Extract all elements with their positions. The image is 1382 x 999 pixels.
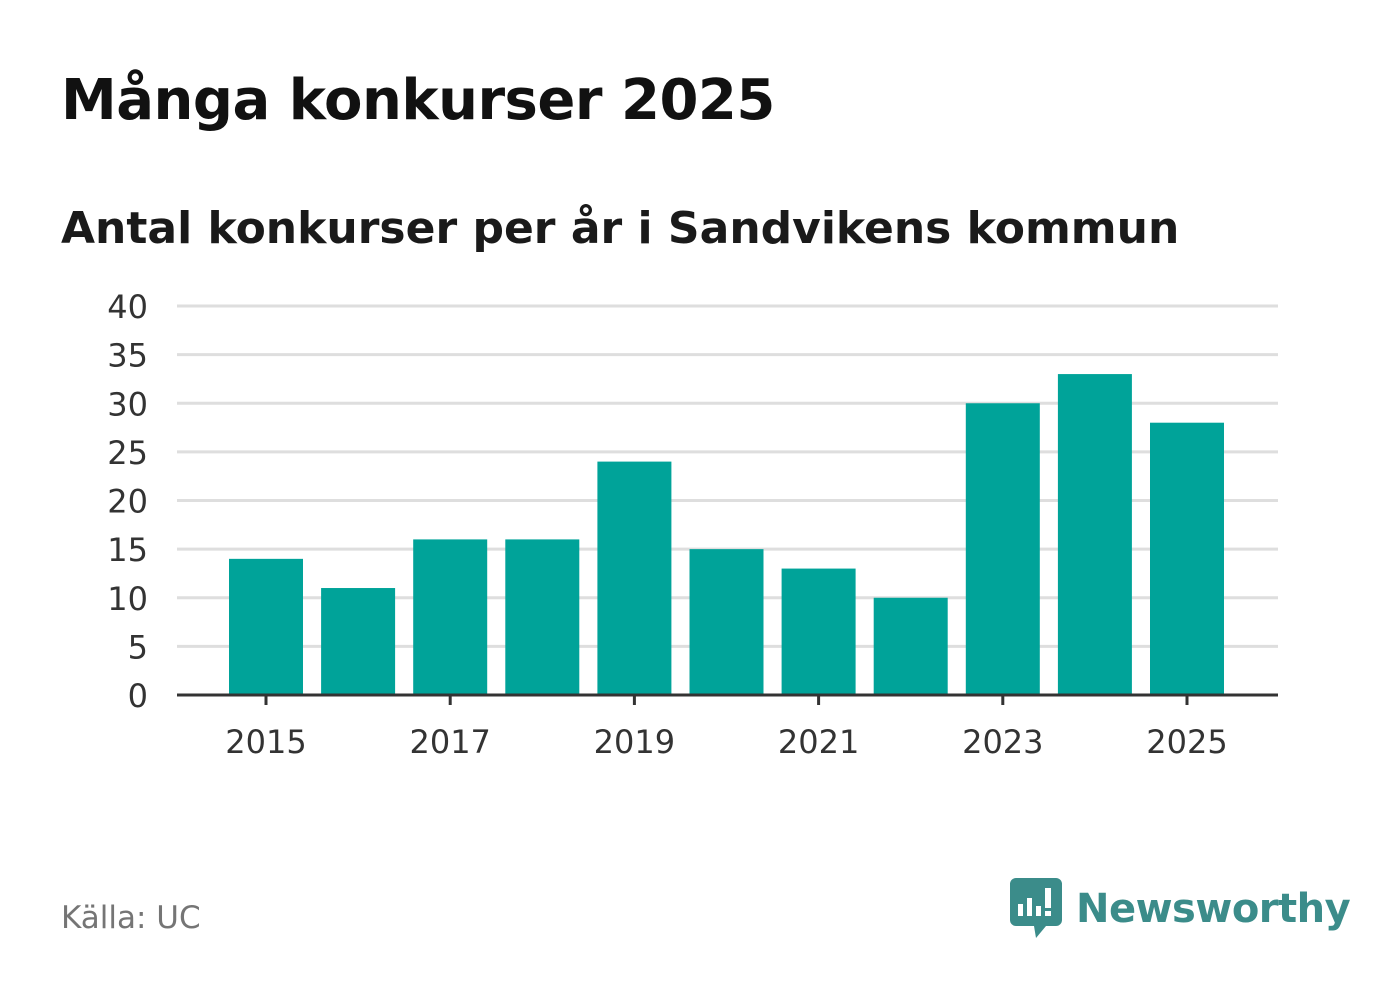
x-tick-label: 2015 xyxy=(225,723,306,761)
bar-2025 xyxy=(1150,422,1224,695)
y-tick-label: 15 xyxy=(107,531,148,569)
bar-2015 xyxy=(229,558,303,695)
source-note: Källa: UC xyxy=(61,900,201,936)
bar-2023 xyxy=(965,403,1040,695)
x-tick-label: 2019 xyxy=(594,723,675,761)
y-tick-label: 40 xyxy=(107,288,148,326)
bar-2019 xyxy=(597,461,672,695)
chart-title: Många konkurser 2025 xyxy=(61,68,775,133)
y-tick-label: 35 xyxy=(107,337,148,375)
x-tick-label: 2025 xyxy=(1146,723,1227,761)
bar-2024 xyxy=(1057,374,1132,695)
bar-2016 xyxy=(321,588,396,695)
x-tick-label: 2023 xyxy=(962,723,1043,761)
newsworthy-brand: Newsworthy xyxy=(1010,878,1351,940)
bar-2022 xyxy=(873,597,948,695)
x-tick-label: 2017 xyxy=(409,723,490,761)
newsworthy-logo-icon xyxy=(1010,878,1062,938)
y-tick-label: 30 xyxy=(107,385,148,423)
y-tick-label: 20 xyxy=(107,483,148,521)
y-tick-label: 10 xyxy=(107,580,148,618)
y-tick-label: 25 xyxy=(107,434,148,472)
bar-2021 xyxy=(781,568,856,695)
bar-2017 xyxy=(413,539,488,695)
x-tick-label: 2021 xyxy=(778,723,859,761)
y-tick-label: 0 xyxy=(128,677,148,715)
brand-name: Newsworthy xyxy=(1076,886,1351,932)
y-tick-label: 5 xyxy=(128,628,148,666)
bar-2018 xyxy=(505,539,580,695)
bar-2020 xyxy=(689,549,764,695)
chart-subtitle: Antal konkurser per år i Sandvikens komm… xyxy=(61,203,1180,254)
